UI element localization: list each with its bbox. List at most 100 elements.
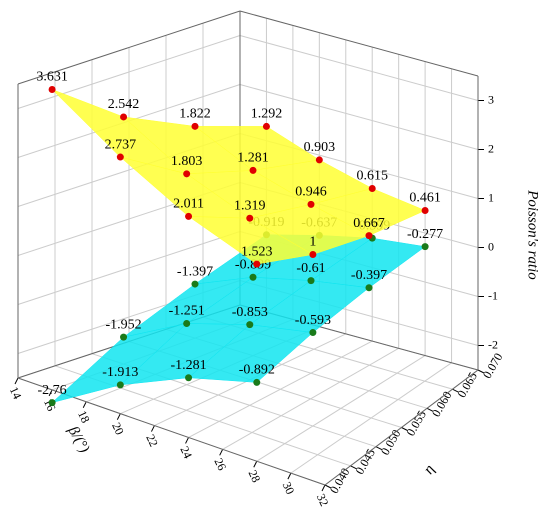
data-label: -0.277 [407,227,443,242]
data-label: 0.667 [353,216,385,231]
grid-line [17,231,241,305]
data-label: 2.011 [173,197,204,212]
data-point [368,184,376,192]
x-tick-label: 26 [211,456,229,473]
axis-line [239,10,479,77]
tick-mark [401,427,408,431]
x-tick-label: 30 [280,480,298,497]
data-label: 0.903 [304,140,336,155]
tick-mark [477,369,485,374]
x-tick-label: 22 [143,432,161,449]
tick-mark [82,401,87,409]
x-tick-label: 20 [109,420,127,437]
tick-mark [321,484,326,492]
tick-mark [185,437,190,444]
axis-line [324,369,479,486]
data-label: -1.251 [169,304,205,319]
data-point [185,212,193,220]
data-label: -2.76 [38,383,67,398]
data-point [120,333,128,341]
data-point [309,329,317,337]
y-tick-label: 0.070 [480,350,506,380]
data-label: -1.952 [105,317,141,332]
data-point [120,113,128,121]
tick-mark [324,484,332,489]
grid-line [239,35,479,101]
data-label: -0.397 [351,268,387,283]
data-point [315,156,323,164]
data-label: 1.292 [251,107,283,122]
x-tick-label: 28 [246,468,264,485]
data-label: -0.892 [239,363,275,378]
data-point [183,319,191,327]
data-point [48,399,56,407]
x-tick-label: 24 [177,444,195,461]
tick-mark [426,407,434,412]
data-point [309,251,317,258]
data-label: -0.853 [232,305,268,320]
data-label: 3.631 [36,70,68,85]
z-axis-label: Poisson's ratio [525,189,541,280]
data-point [421,206,429,214]
data-point [262,122,270,130]
data-point [253,378,261,386]
data-point [253,260,261,268]
data-point [307,200,315,208]
data-point [421,243,429,251]
tick-mark [14,377,19,385]
data-label: -1.397 [177,264,213,279]
data-point [246,321,254,329]
tick-mark [452,388,459,393]
data-label: 0.461 [409,191,441,206]
tick-mark [219,449,224,456]
z-tick-label: 0 [488,239,494,253]
x-tick-label: 14 [7,385,25,402]
tick-mark [48,389,53,397]
data-label: 1.319 [234,198,266,213]
data-point [183,170,191,178]
data-point [249,166,257,174]
data-label: 1.523 [241,244,273,259]
axis-line [17,10,241,85]
tick-mark [375,446,383,451]
data-point [365,232,373,240]
data-label: -1.281 [170,358,206,373]
data-label: -1.913 [102,365,138,380]
tick-mark [350,465,357,470]
data-point [365,284,373,292]
tick-mark [116,413,121,420]
tick-mark [287,472,292,480]
data-point [191,280,199,288]
data-label: 2.737 [105,137,137,152]
z-tick-label: 2 [488,141,494,155]
x-axis-label: β/(°) [64,423,92,456]
data-point [307,277,315,285]
data-label: 1 [309,235,316,250]
data-label: 1.281 [237,151,269,166]
data-label: 0.946 [295,185,327,200]
data-point [48,85,56,93]
x-tick-label: 32 [314,492,332,509]
z-tick-label: -1 [488,288,498,302]
z-tick-label: 3 [488,92,494,106]
data-point [191,122,199,130]
data-label: 0.615 [356,169,388,184]
data-point [116,381,124,389]
data-point [249,273,257,281]
z-tick-label: -2 [488,337,498,351]
data-label: 1.803 [171,154,203,169]
data-point [185,374,193,382]
z-tick-label: 1 [488,190,494,204]
data-point [116,153,124,161]
grid-line [17,35,241,109]
data-label: 1.822 [179,107,211,122]
data-label: 2.542 [108,97,140,112]
data-point [246,214,254,222]
data-label: -0.593 [295,313,331,328]
y-axis-label: η [421,462,438,477]
grid-line [239,84,479,150]
tick-mark [150,425,155,432]
tick-mark [253,460,258,468]
x-tick-label: 18 [75,408,93,425]
